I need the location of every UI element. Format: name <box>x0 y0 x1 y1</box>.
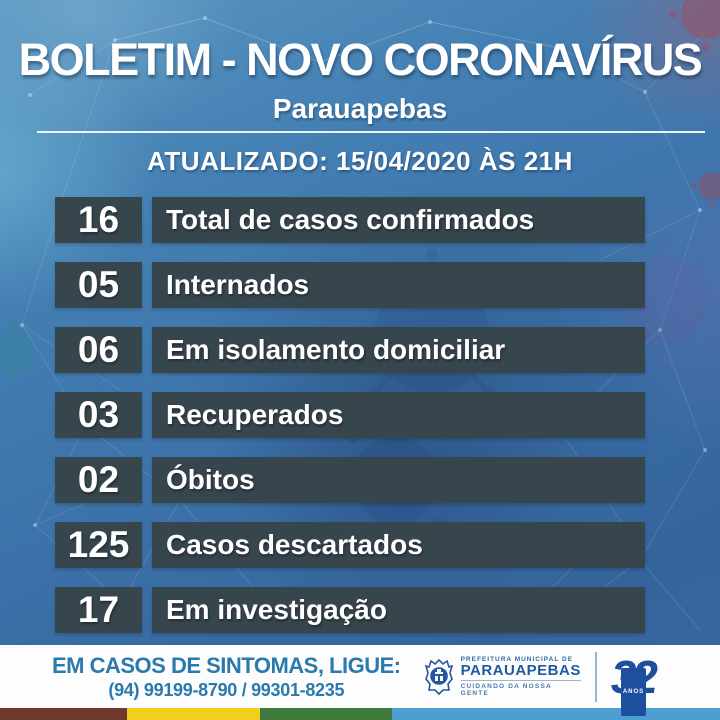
stat-row: 03 Recuperados <box>55 392 645 438</box>
anniversary-label: ANOS <box>620 667 647 716</box>
stat-value: 02 <box>55 457 142 503</box>
call-heading: EM CASOS DE SINTOMAS, LIGUE: <box>51 652 401 678</box>
phone-numbers: (94) 99199-8790 / 99301-8235 <box>108 679 345 700</box>
city-hall-logo-group: PREFEITURA MUNICIPAL DE PARAUAPEBAS CUID… <box>423 651 658 716</box>
footer: EM CASOS DE SINTOMAS, LIGUE: (94) 99199-… <box>0 645 720 720</box>
stat-row: 05 Internados <box>55 262 645 308</box>
stat-label: Em investigação <box>152 587 645 633</box>
stripe-segment <box>392 708 720 720</box>
city-hall-wordmark: PREFEITURA MUNICIPAL DE PARAUAPEBAS CUID… <box>460 656 581 697</box>
logo-line1: PREFEITURA MUNICIPAL DE <box>460 656 574 663</box>
stat-value: 17 <box>55 587 142 633</box>
updated-timestamp: ATUALIZADO: 15/04/2020 ÀS 21H <box>147 146 573 176</box>
stat-label: Recuperados <box>152 392 645 438</box>
logo-tagline: CUIDANDO DA NOSSA GENTE <box>460 680 581 697</box>
logo-city-name: PARAUAPEBAS <box>460 662 581 679</box>
stripe-segment <box>0 708 127 720</box>
footer-band: EM CASOS DE SINTOMAS, LIGUE: (94) 99199-… <box>0 645 720 716</box>
stripe-segment <box>259 708 393 720</box>
stat-label: Total de casos confirmados <box>152 197 645 243</box>
stats-list: 16 Total de casos confirmados 05 Interna… <box>55 197 645 652</box>
stat-row: 125 Casos descartados <box>55 522 645 568</box>
symptoms-call-block: EM CASOS DE SINTOMAS, LIGUE: (94) 99199-… <box>30 653 423 701</box>
stat-value: 125 <box>55 522 142 568</box>
stat-row: 17 Em investigação <box>55 587 645 633</box>
stat-label: Internados <box>152 262 645 308</box>
stat-value: 06 <box>55 327 142 373</box>
city-name: Parauapebas <box>272 93 448 124</box>
stat-label: Casos descartados <box>152 522 645 568</box>
stat-row: 16 Total de casos confirmados <box>55 197 645 243</box>
stat-label: Em isolamento domiciliar <box>152 327 645 373</box>
bulletin-title: BOLETIM - NOVO CORONAVÍRUS <box>18 34 703 85</box>
coat-of-arms-icon <box>424 658 453 695</box>
footer-color-stripe <box>0 708 720 720</box>
stat-value: 03 <box>55 392 142 438</box>
anniversary-32-logo: 32 ANOS <box>611 654 658 716</box>
stat-label: Óbitos <box>152 457 645 503</box>
stripe-segment <box>126 708 260 720</box>
stat-row: 06 Em isolamento domiciliar <box>55 327 645 373</box>
stat-row: 02 Óbitos <box>55 457 645 503</box>
header-divider-line <box>37 131 705 133</box>
stat-value: 16 <box>55 197 142 243</box>
stat-value: 05 <box>55 262 142 308</box>
footer-divider <box>594 651 597 702</box>
